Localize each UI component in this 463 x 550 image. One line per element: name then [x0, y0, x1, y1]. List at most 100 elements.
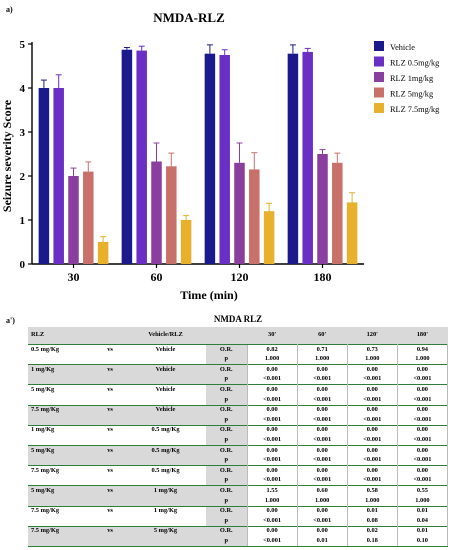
bar — [219, 55, 230, 264]
odds-ratio-cell: 0.01 — [396, 525, 449, 537]
comparison-dose-a — [28, 476, 95, 486]
odds-ratio-cell: 0.00 — [246, 465, 298, 476]
bar-chart: NMDA-RLZ Seizure severity Score Time (min)… — [0, 10, 439, 302]
table-row: 1 mg/Kg vs Vehicle O.R. 0.00 0.00 0.00 0.00 — [28, 364, 449, 375]
stat-label-or: O.R. — [206, 343, 248, 355]
table-row: p 1.000 1.000 1.000 1.000 — [28, 354, 449, 365]
stat-label-p: p — [206, 495, 248, 506]
p-value-cell: <0.001 — [396, 415, 449, 426]
comparison-vs — [95, 495, 125, 506]
odds-ratio-cell: 0.00 — [246, 525, 298, 537]
comparison-dose-a — [28, 495, 96, 506]
stat-label-or: O.R. — [206, 525, 248, 537]
p-value-cell: <0.001 — [246, 475, 298, 486]
bar — [302, 51, 313, 264]
comparison-dose-b — [125, 415, 207, 426]
comparison-dose-a — [28, 374, 96, 385]
comparison-dose-b — [125, 355, 206, 365]
comparison-dose-b — [125, 495, 207, 506]
comparison-vs: vs — [95, 404, 125, 416]
bar — [83, 171, 94, 264]
bar — [263, 211, 275, 264]
odds-ratio-cell: 0.00 — [346, 384, 398, 395]
comparison-vs: vs — [95, 444, 125, 456]
legend-entry: RLZ 7.5mg/kg — [390, 105, 439, 114]
comparison-dose-a: 1 mg/Kg — [28, 364, 96, 375]
comparison-vs: vs — [95, 525, 125, 537]
comparison-vs — [95, 374, 125, 385]
comparison-dose-a: 7.5 mg/Kg — [28, 404, 96, 416]
odds-ratio-cell: 0.00 — [396, 364, 449, 375]
y-tick-label: 1 — [20, 215, 26, 227]
stat-label-p: p — [206, 455, 248, 466]
comparison-vs — [95, 516, 125, 526]
stat-label-or: O.R. — [206, 465, 248, 476]
comparison-dose-b — [125, 516, 206, 526]
comparison-dose-a: 7.5 mg/Kg — [28, 465, 96, 476]
comparison-dose-a: 5 mg/Kg — [28, 485, 96, 496]
p-value-cell: 1.000 — [296, 495, 348, 506]
comparison-dose-b — [125, 395, 206, 405]
comparison-dose-b — [125, 536, 207, 547]
bar — [68, 176, 79, 264]
comparison-dose-b: Vehicle — [125, 364, 207, 375]
comparison-dose-b: 5 mg/Kg — [125, 525, 207, 537]
p-value-cell: <0.001 — [396, 374, 449, 385]
comparison-vs — [95, 415, 125, 426]
odds-ratio-cell: 0.00 — [346, 404, 398, 416]
table-row: p <0.001 <0.001 <0.001 <0.001 — [28, 374, 449, 385]
legend-swatch — [374, 41, 384, 51]
odds-ratio-cell: 0.00 — [246, 505, 298, 517]
comparison-dose-a — [28, 516, 95, 526]
odds-ratio-cell: 0.00 — [346, 465, 398, 476]
stat-label-or: O.R. — [206, 384, 248, 395]
comparison-vs: vs — [95, 485, 125, 496]
legend-swatch — [374, 103, 384, 113]
p-value-cell: <0.001 — [396, 455, 449, 466]
stat-label-or: O.R. — [206, 364, 248, 375]
p-value-cell: <0.001 — [346, 394, 398, 406]
comparison-dose-b — [125, 455, 207, 466]
legend-entry: RLZ 1mg/kg — [390, 74, 433, 83]
odds-ratio-cell: 0.00 — [296, 424, 348, 436]
comparison-vs: vs — [95, 424, 125, 436]
table-row: p <0.001 <0.001 0.08 0.04 — [28, 516, 449, 527]
comparison-dose-a: 5 mg/Kg — [28, 444, 96, 456]
odds-ratio-cell: 0.00 — [396, 465, 449, 476]
bar — [136, 50, 147, 264]
y-tick-label: 0 — [20, 259, 26, 271]
comparison-vs — [95, 455, 125, 466]
panel-b-label: a') — [6, 316, 15, 325]
odds-ratio-cell: 0.94 — [396, 343, 449, 355]
stat-label-or: O.R. — [206, 444, 248, 456]
bar — [38, 88, 50, 264]
bar — [53, 88, 64, 264]
y-tick-label: 4 — [20, 83, 26, 95]
odds-ratio-cell: 0.00 — [346, 364, 398, 375]
table-row: p <0.001 <0.001 <0.001 <0.001 — [28, 475, 449, 486]
comparison-dose-b — [125, 435, 206, 445]
odds-ratio-cell: 0.73 — [346, 343, 398, 355]
comparison-dose-b: 1 mg/Kg — [125, 485, 207, 496]
odds-ratio-cell: 0.00 — [396, 444, 449, 456]
comparison-dose-a — [28, 536, 96, 547]
odds-ratio-cell: 0.82 — [246, 343, 298, 355]
comparison-vs — [95, 476, 125, 486]
p-value-cell: 0.10 — [396, 536, 449, 547]
stat-label-p: p — [206, 354, 248, 365]
header-stat-spacer — [206, 327, 248, 345]
table-row: p <0.001 <0.001 <0.001 <0.001 — [28, 394, 449, 406]
stat-label-p: p — [206, 374, 248, 385]
p-value-cell: <0.001 — [396, 475, 449, 486]
bar — [204, 53, 216, 265]
comparison-vs: vs — [95, 465, 125, 476]
table-row: 5 mg/Kg vs 1 mg/Kg O.R. 1.55 0.60 0.58 0.55 — [28, 485, 449, 496]
p-value-cell: 1.000 — [346, 495, 398, 506]
comparison-vs: vs — [95, 343, 125, 355]
legend-swatch — [374, 72, 384, 82]
table-row: 7.5 mg/Kg vs Vehicle O.R. 0.00 0.00 0.00 0.00 — [28, 404, 449, 416]
comparison-dose-a: 1 mg/Kg — [28, 424, 96, 436]
odds-ratio-cell: 0.01 — [346, 505, 398, 517]
odds-ratio-cell: 0.60 — [296, 485, 348, 496]
header-vehicle-rlz: Vehicle/RLZ — [125, 327, 207, 345]
